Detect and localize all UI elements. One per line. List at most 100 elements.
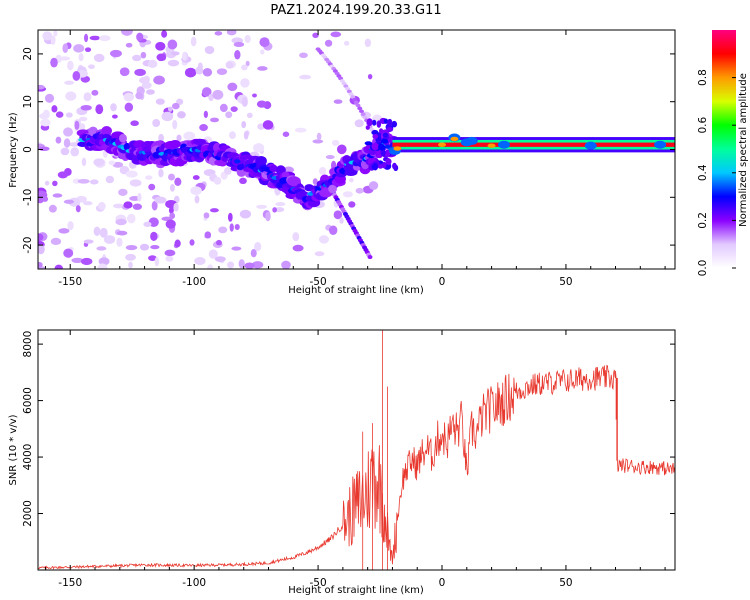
- heatmap-blob-69: [44, 180, 50, 186]
- snr-y-tick-label-2: 6000: [22, 387, 34, 414]
- heatmap-blob-293: [52, 180, 58, 187]
- heatmap-blob-358: [170, 183, 175, 192]
- heatmap-blob-948: [383, 118, 388, 124]
- heatmap-blob-963: [584, 141, 597, 150]
- heatmap-blob-130: [71, 257, 84, 263]
- heatmap-blob-220: [170, 51, 180, 56]
- heatmap-blob-951: [378, 128, 384, 134]
- heatmap-blob-149: [203, 212, 210, 219]
- snr-x-tick-label-1: -100: [182, 577, 206, 589]
- heatmap-blob-11: [354, 119, 364, 128]
- heatmap-blob-194: [281, 260, 291, 269]
- heatmap-blob-291: [96, 246, 107, 251]
- heatmap-blob-112: [51, 105, 58, 113]
- heatmap-blob-40: [125, 253, 136, 261]
- spectrogram-heatmap: [38, 30, 675, 269]
- heatmap-blob-272: [227, 212, 233, 222]
- heatmap-blob-965: [393, 146, 402, 151]
- heatmap-blob-171: [328, 225, 338, 235]
- heatmap-blob-196: [138, 77, 150, 84]
- heatmap-blob-919: [371, 119, 377, 126]
- heatmap-blob-28: [348, 201, 356, 208]
- heatmap-blob-210: [38, 84, 45, 90]
- heatmap-blob-344: [153, 75, 165, 85]
- heatmap-blob-968: [487, 143, 496, 148]
- heatmap-blob-406: [360, 112, 366, 117]
- heatmap-blob-302: [164, 249, 176, 257]
- heatmap-blob-620: [193, 138, 207, 146]
- heatmap-blob-185: [194, 195, 200, 204]
- heatmap-blob-156: [234, 50, 241, 60]
- heatmap-blob-343: [123, 201, 133, 209]
- spectrogram-y-label: Frequency (Hz): [8, 112, 19, 188]
- heatmap-blob-122: [59, 56, 71, 61]
- heatmap-blob-163: [148, 255, 157, 262]
- heatmap-blob-950: [387, 118, 393, 127]
- heatmap-blob-260: [68, 197, 80, 207]
- heatmap-blob-286: [292, 244, 304, 252]
- snr-y-label: SNR (10 * v/v): [8, 414, 19, 485]
- heatmap-blob-325: [243, 130, 249, 140]
- heatmap-blob-244: [53, 30, 58, 37]
- heatmap-blob-312: [265, 211, 271, 222]
- heatmap-blob-0: [93, 53, 105, 63]
- heatmap-blob-507: [118, 133, 127, 143]
- heatmap-blob-164: [97, 202, 106, 211]
- heatmap-blob-5: [333, 99, 343, 104]
- heatmap-blob-371: [202, 67, 213, 77]
- heatmap-blob-137: [62, 43, 69, 54]
- heatmap-blob-213: [189, 239, 195, 246]
- heatmap-blob-956: [392, 162, 397, 170]
- heatmap-blob-23: [161, 30, 168, 38]
- heatmap-blob-63: [201, 87, 212, 97]
- heatmap-blob-214: [108, 160, 116, 166]
- heatmap-blob-292: [125, 170, 138, 178]
- heatmap-blob-370: [44, 93, 55, 103]
- heatmap-blob-92: [112, 114, 118, 119]
- spectrogram-x-tick-label-2: -50: [310, 276, 327, 288]
- heatmap-blob-88: [148, 183, 156, 191]
- heatmap-blob-167: [250, 248, 257, 258]
- heatmap-blob-269: [126, 213, 136, 224]
- heatmap-blob-144: [272, 207, 278, 213]
- heatmap-blob-230: [83, 92, 92, 102]
- heatmap-blob-938: [372, 134, 379, 140]
- heatmap-blob-279: [244, 262, 255, 269]
- heatmap-blob-352: [125, 245, 138, 251]
- heatmap-blob-103: [292, 232, 300, 242]
- heatmap-blob-298: [259, 37, 270, 48]
- heatmap-blob-58: [184, 67, 197, 78]
- heatmap-blob-270: [260, 49, 265, 55]
- heatmap-blob-928: [376, 120, 382, 128]
- colorbar-tick-label-1: 0.2: [697, 212, 709, 229]
- heatmap-blob-404: [357, 106, 363, 111]
- heatmap-blob-101: [240, 78, 250, 88]
- spectrogram-x-ticks: -150 -100 -50 0 50: [44, 30, 666, 288]
- heatmap-blob-274: [152, 119, 161, 127]
- heatmap-blob-136: [177, 111, 186, 119]
- heatmap-blob-961: [465, 136, 478, 145]
- heatmap-blob-324: [209, 208, 219, 213]
- heatmap-blob-284: [64, 80, 75, 85]
- heatmap-blob-52: [145, 175, 153, 180]
- heatmap-blob-124: [130, 120, 139, 127]
- heatmap-blob-842: [344, 169, 358, 177]
- heatmap-blob-145: [167, 59, 180, 67]
- snr-x-tick-label-2: -50: [310, 577, 327, 589]
- heatmap-blob-278: [228, 131, 236, 139]
- heatmap-blob-335: [158, 133, 165, 143]
- heatmap-blob-138: [105, 175, 115, 184]
- heatmap-blob-281: [112, 203, 125, 209]
- heatmap-blob-341: [57, 171, 69, 179]
- snr-series-line: [38, 364, 675, 570]
- heatmap-blob-247: [135, 92, 144, 100]
- heatmap-blob-205: [230, 106, 238, 112]
- heatmap-blob-338: [256, 100, 267, 108]
- heatmap-blob-400: [350, 95, 356, 99]
- colorbar-label: Normalized spectral amplitude: [738, 73, 749, 227]
- heatmap-blob-945: [371, 163, 378, 170]
- heatmap-blob-48: [67, 221, 74, 231]
- heatmap-blob-111: [176, 134, 182, 142]
- heatmap-blob-356: [213, 176, 222, 185]
- heatmap-blob-317: [299, 74, 312, 80]
